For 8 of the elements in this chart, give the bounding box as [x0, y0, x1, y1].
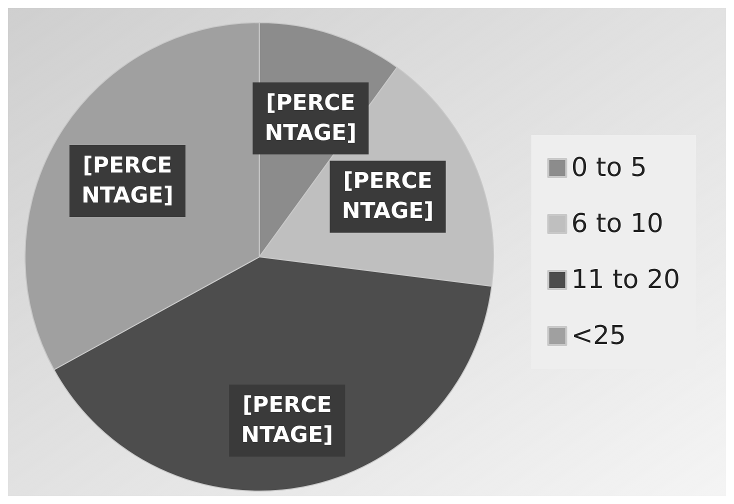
data-label: [PERCENTAGE] — [342, 169, 434, 224]
data-label: [PERCENTAGE] — [241, 393, 334, 448]
legend-label: 11 to 20 — [571, 265, 680, 295]
legend-label: 0 to 5 — [571, 153, 647, 183]
legend-label: <25 — [571, 321, 626, 351]
legend-label: 6 to 10 — [571, 209, 664, 239]
data-label: [PERCENTAGE] — [82, 153, 174, 208]
data-label: [PERCENTAGE] — [264, 90, 357, 146]
